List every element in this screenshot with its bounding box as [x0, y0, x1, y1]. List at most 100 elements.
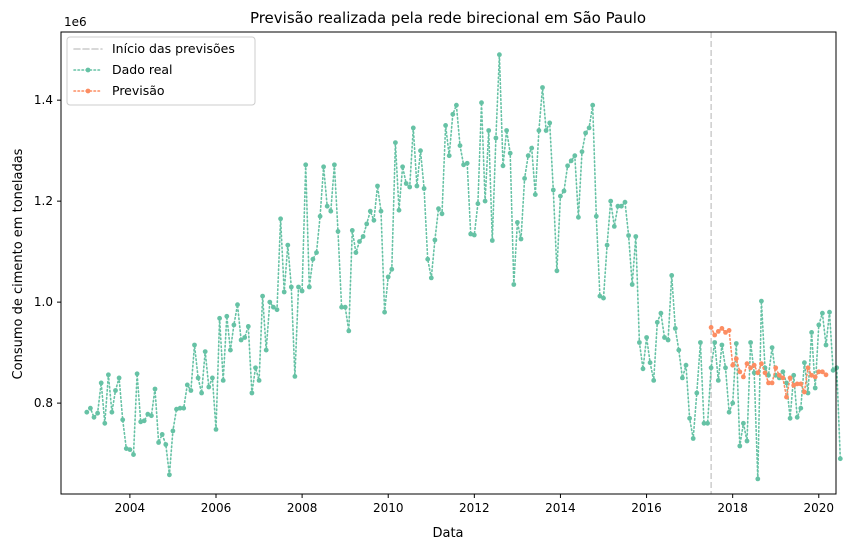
real-data-point: [131, 452, 136, 457]
forecast-line: [710, 326, 827, 398]
forecast-point: [762, 370, 768, 376]
real-data-point: [461, 162, 466, 168]
real-data-point: [515, 220, 520, 225]
x-tick-label: 2018: [717, 501, 748, 515]
real-data-point: [364, 221, 370, 227]
real-data-point: [611, 224, 617, 229]
real-data-point: [622, 199, 628, 205]
real-data-point: [213, 427, 219, 432]
forecast-point: [715, 329, 721, 334]
real-data-point: [543, 128, 549, 133]
real-data-point: [113, 388, 118, 393]
real-data-point: [163, 442, 169, 447]
real-data-point: [281, 289, 287, 295]
real-data-point: [156, 440, 162, 445]
real-data-point: [378, 208, 384, 214]
real-data-point: [658, 310, 664, 316]
real-data-point: [414, 183, 420, 189]
real-data-point: [184, 382, 190, 388]
y-tick-label: 1.2: [34, 194, 53, 208]
x-axis-ticks: 2004 2006 2008 2010 2012 2014 2016 2018 2020: [115, 494, 834, 515]
x-tick-label: 2004: [115, 501, 146, 515]
real-data-point: [242, 335, 248, 340]
real-data-point: [425, 256, 431, 262]
real-data-point: [550, 187, 556, 193]
forecast-point: [787, 375, 793, 381]
forecast-point: [798, 381, 804, 387]
real-data-point: [644, 335, 649, 340]
real-data-point: [393, 140, 398, 146]
real-data-point: [145, 411, 151, 417]
real-data-point: [809, 330, 814, 335]
real-data-point: [769, 345, 775, 350]
real-data-point: [260, 293, 265, 299]
real-data-point: [794, 414, 800, 420]
real-data-point: [256, 378, 262, 383]
real-data-point: [482, 198, 488, 204]
real-data-point: [109, 409, 115, 415]
real-data-point: [493, 135, 499, 141]
real-data-point: [88, 405, 93, 411]
real-data-point: [267, 299, 273, 305]
y-tick-label: 1.0: [34, 295, 53, 309]
real-data-point: [84, 409, 90, 415]
real-data-point: [274, 307, 280, 313]
real-data-point: [353, 250, 359, 256]
real-data-point: [202, 349, 208, 354]
forecast-point: [708, 325, 714, 330]
forecast-point: [809, 372, 814, 378]
real-data-point: [120, 417, 126, 423]
real-data-point: [497, 52, 502, 58]
real-data-point: [755, 476, 761, 482]
real-data-point: [159, 432, 165, 437]
real-data-point: [421, 186, 427, 191]
real-data-point: [170, 428, 176, 434]
real-data-point: [784, 380, 789, 386]
axes-frame: [60, 31, 837, 495]
real-data-point: [662, 335, 667, 340]
real-data-point: [91, 414, 97, 420]
real-data-point: [511, 282, 517, 287]
real-data-point: [597, 293, 603, 299]
real-data-point: [314, 250, 319, 256]
real-data-point: [367, 208, 373, 214]
real-data-point: [396, 207, 402, 213]
real-data-point: [299, 288, 305, 294]
x-tick-label: 2020: [804, 501, 835, 515]
real-data-point: [558, 193, 563, 199]
real-data-point: [335, 229, 341, 234]
real-data-point: [619, 203, 624, 209]
real-data-point: [730, 400, 736, 406]
real-data-point: [317, 213, 323, 219]
real-data-point: [106, 372, 111, 378]
real-data-point: [525, 153, 531, 159]
real-data-point: [583, 130, 588, 136]
real-data-point: [217, 315, 223, 321]
legend-real-data-label: Dado real: [112, 62, 173, 77]
real-data-point: [389, 266, 395, 272]
real-data-point: [263, 347, 269, 353]
forecast-point: [769, 380, 775, 386]
forecast-point: [712, 332, 718, 338]
real-data-point: [805, 390, 811, 396]
real-data-point: [188, 388, 194, 393]
real-data-point: [715, 378, 721, 383]
real-data-point: [812, 385, 818, 391]
real-data-point: [296, 284, 301, 290]
real-data-point: [837, 456, 843, 462]
real-data-point: [177, 405, 183, 411]
real-data-point: [608, 198, 614, 204]
real-data-point: [759, 298, 764, 304]
real-data-line: [86, 54, 842, 479]
real-data-point: [701, 420, 707, 426]
real-data-point: [712, 340, 718, 345]
real-data-point: [500, 163, 506, 169]
real-data-point: [116, 375, 122, 381]
legend-forecast-marker: [85, 88, 91, 94]
real-data-point: [224, 313, 230, 319]
real-data-point: [637, 340, 642, 345]
forecast-point: [794, 381, 800, 387]
forecast-point: [719, 326, 725, 331]
forecast-point: [802, 389, 807, 395]
real-data-point: [357, 239, 362, 244]
